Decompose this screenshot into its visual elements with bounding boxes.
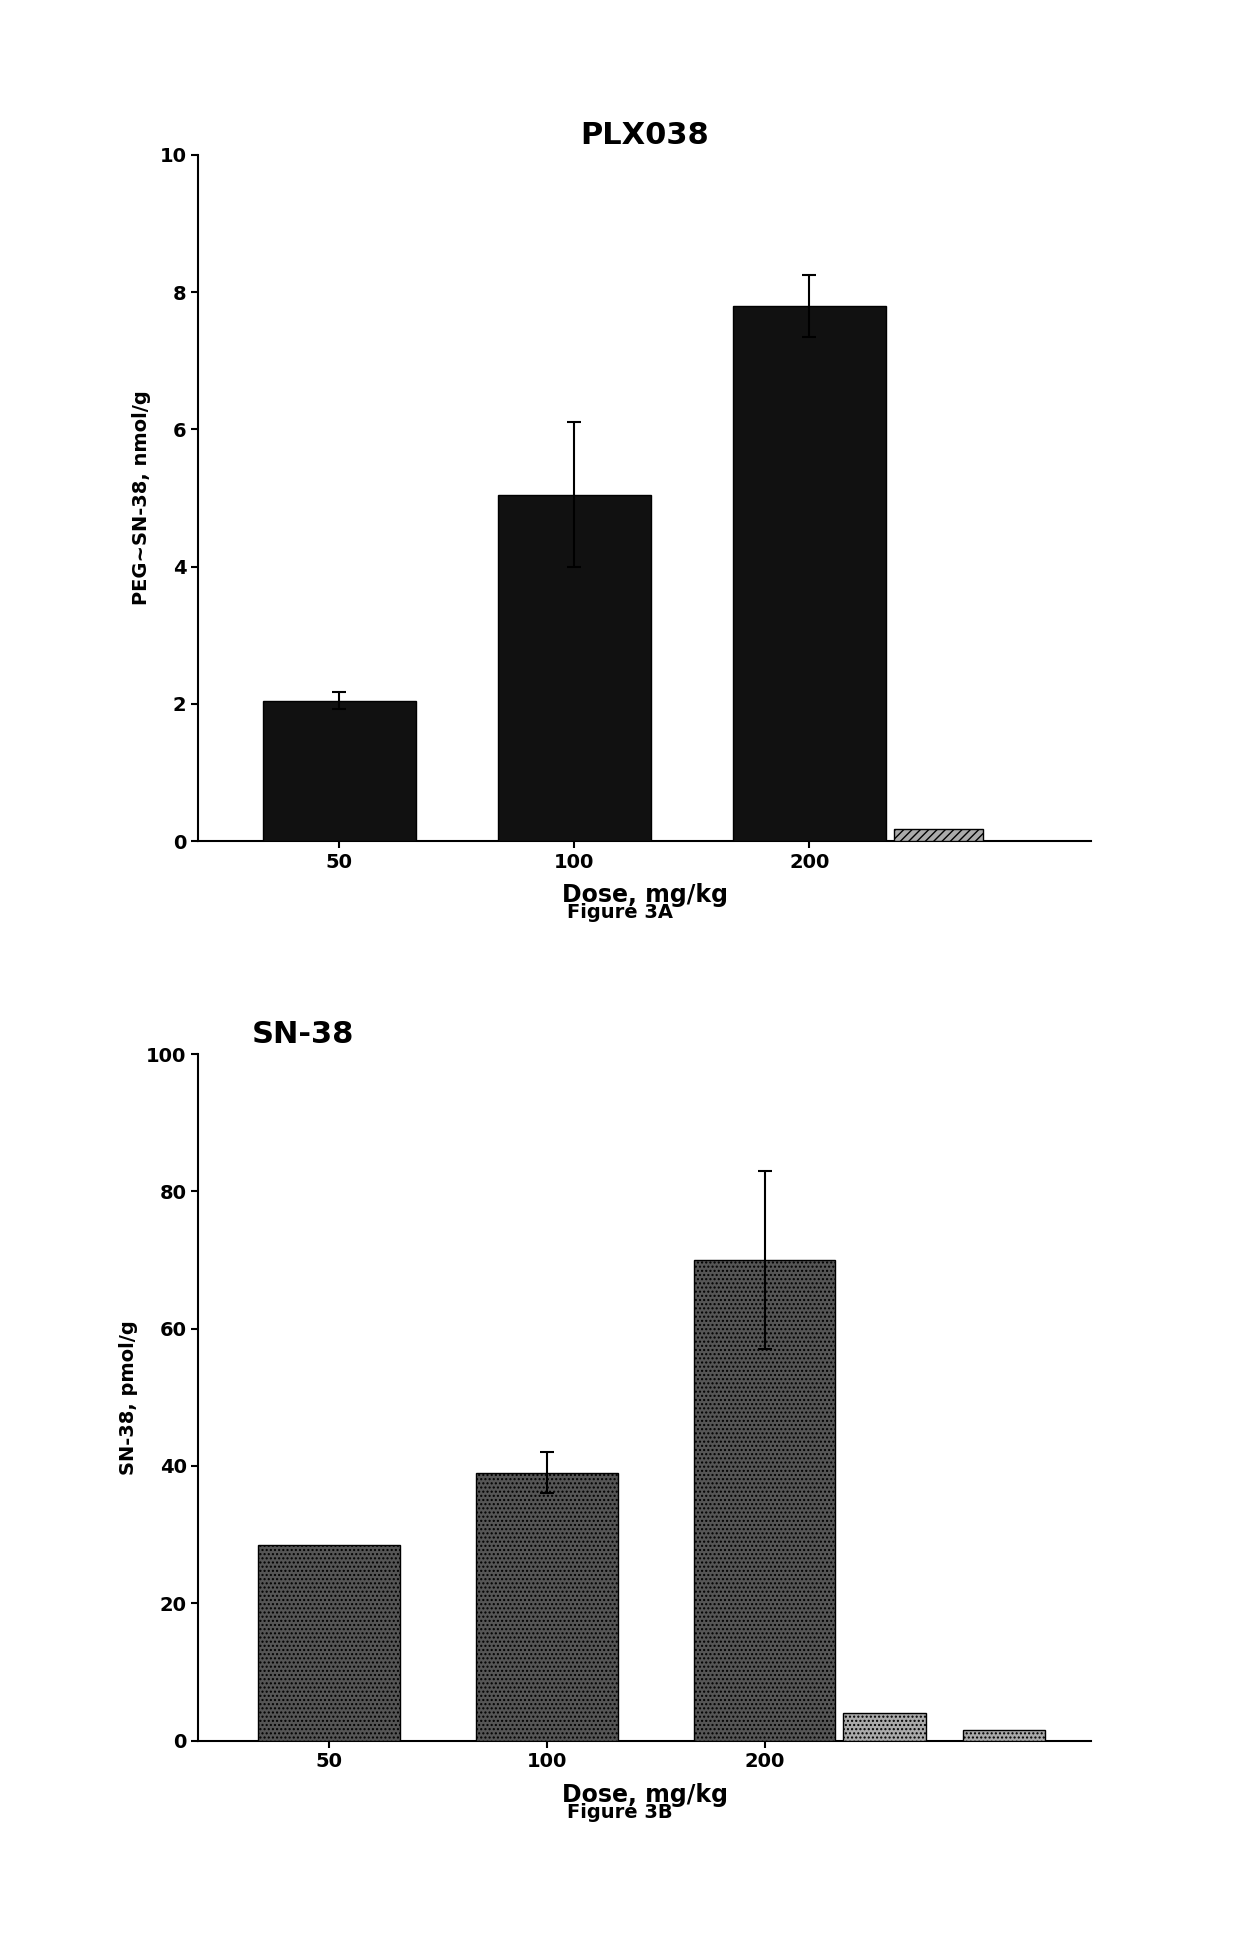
Text: SN-38: SN-38	[252, 1019, 355, 1048]
Bar	[694, 1261, 836, 1741]
Text: Figure 3B: Figure 3B	[567, 1802, 673, 1822]
Bar	[843, 1714, 926, 1741]
X-axis label: Dose, mg/kg: Dose, mg/kg	[562, 884, 728, 907]
Text: Figure 3A: Figure 3A	[567, 903, 673, 923]
Bar	[733, 306, 885, 841]
Bar	[263, 700, 415, 841]
Y-axis label: SN-38, pmol/g: SN-38, pmol/g	[119, 1319, 138, 1476]
Y-axis label: PEG~SN-38, nmol/g: PEG~SN-38, nmol/g	[133, 391, 151, 605]
Bar	[476, 1474, 618, 1741]
Bar	[498, 495, 651, 841]
Bar	[894, 830, 983, 841]
Bar	[962, 1731, 1045, 1741]
Title: PLX038: PLX038	[580, 120, 709, 149]
X-axis label: Dose, mg/kg: Dose, mg/kg	[562, 1783, 728, 1806]
Bar	[258, 1545, 399, 1741]
